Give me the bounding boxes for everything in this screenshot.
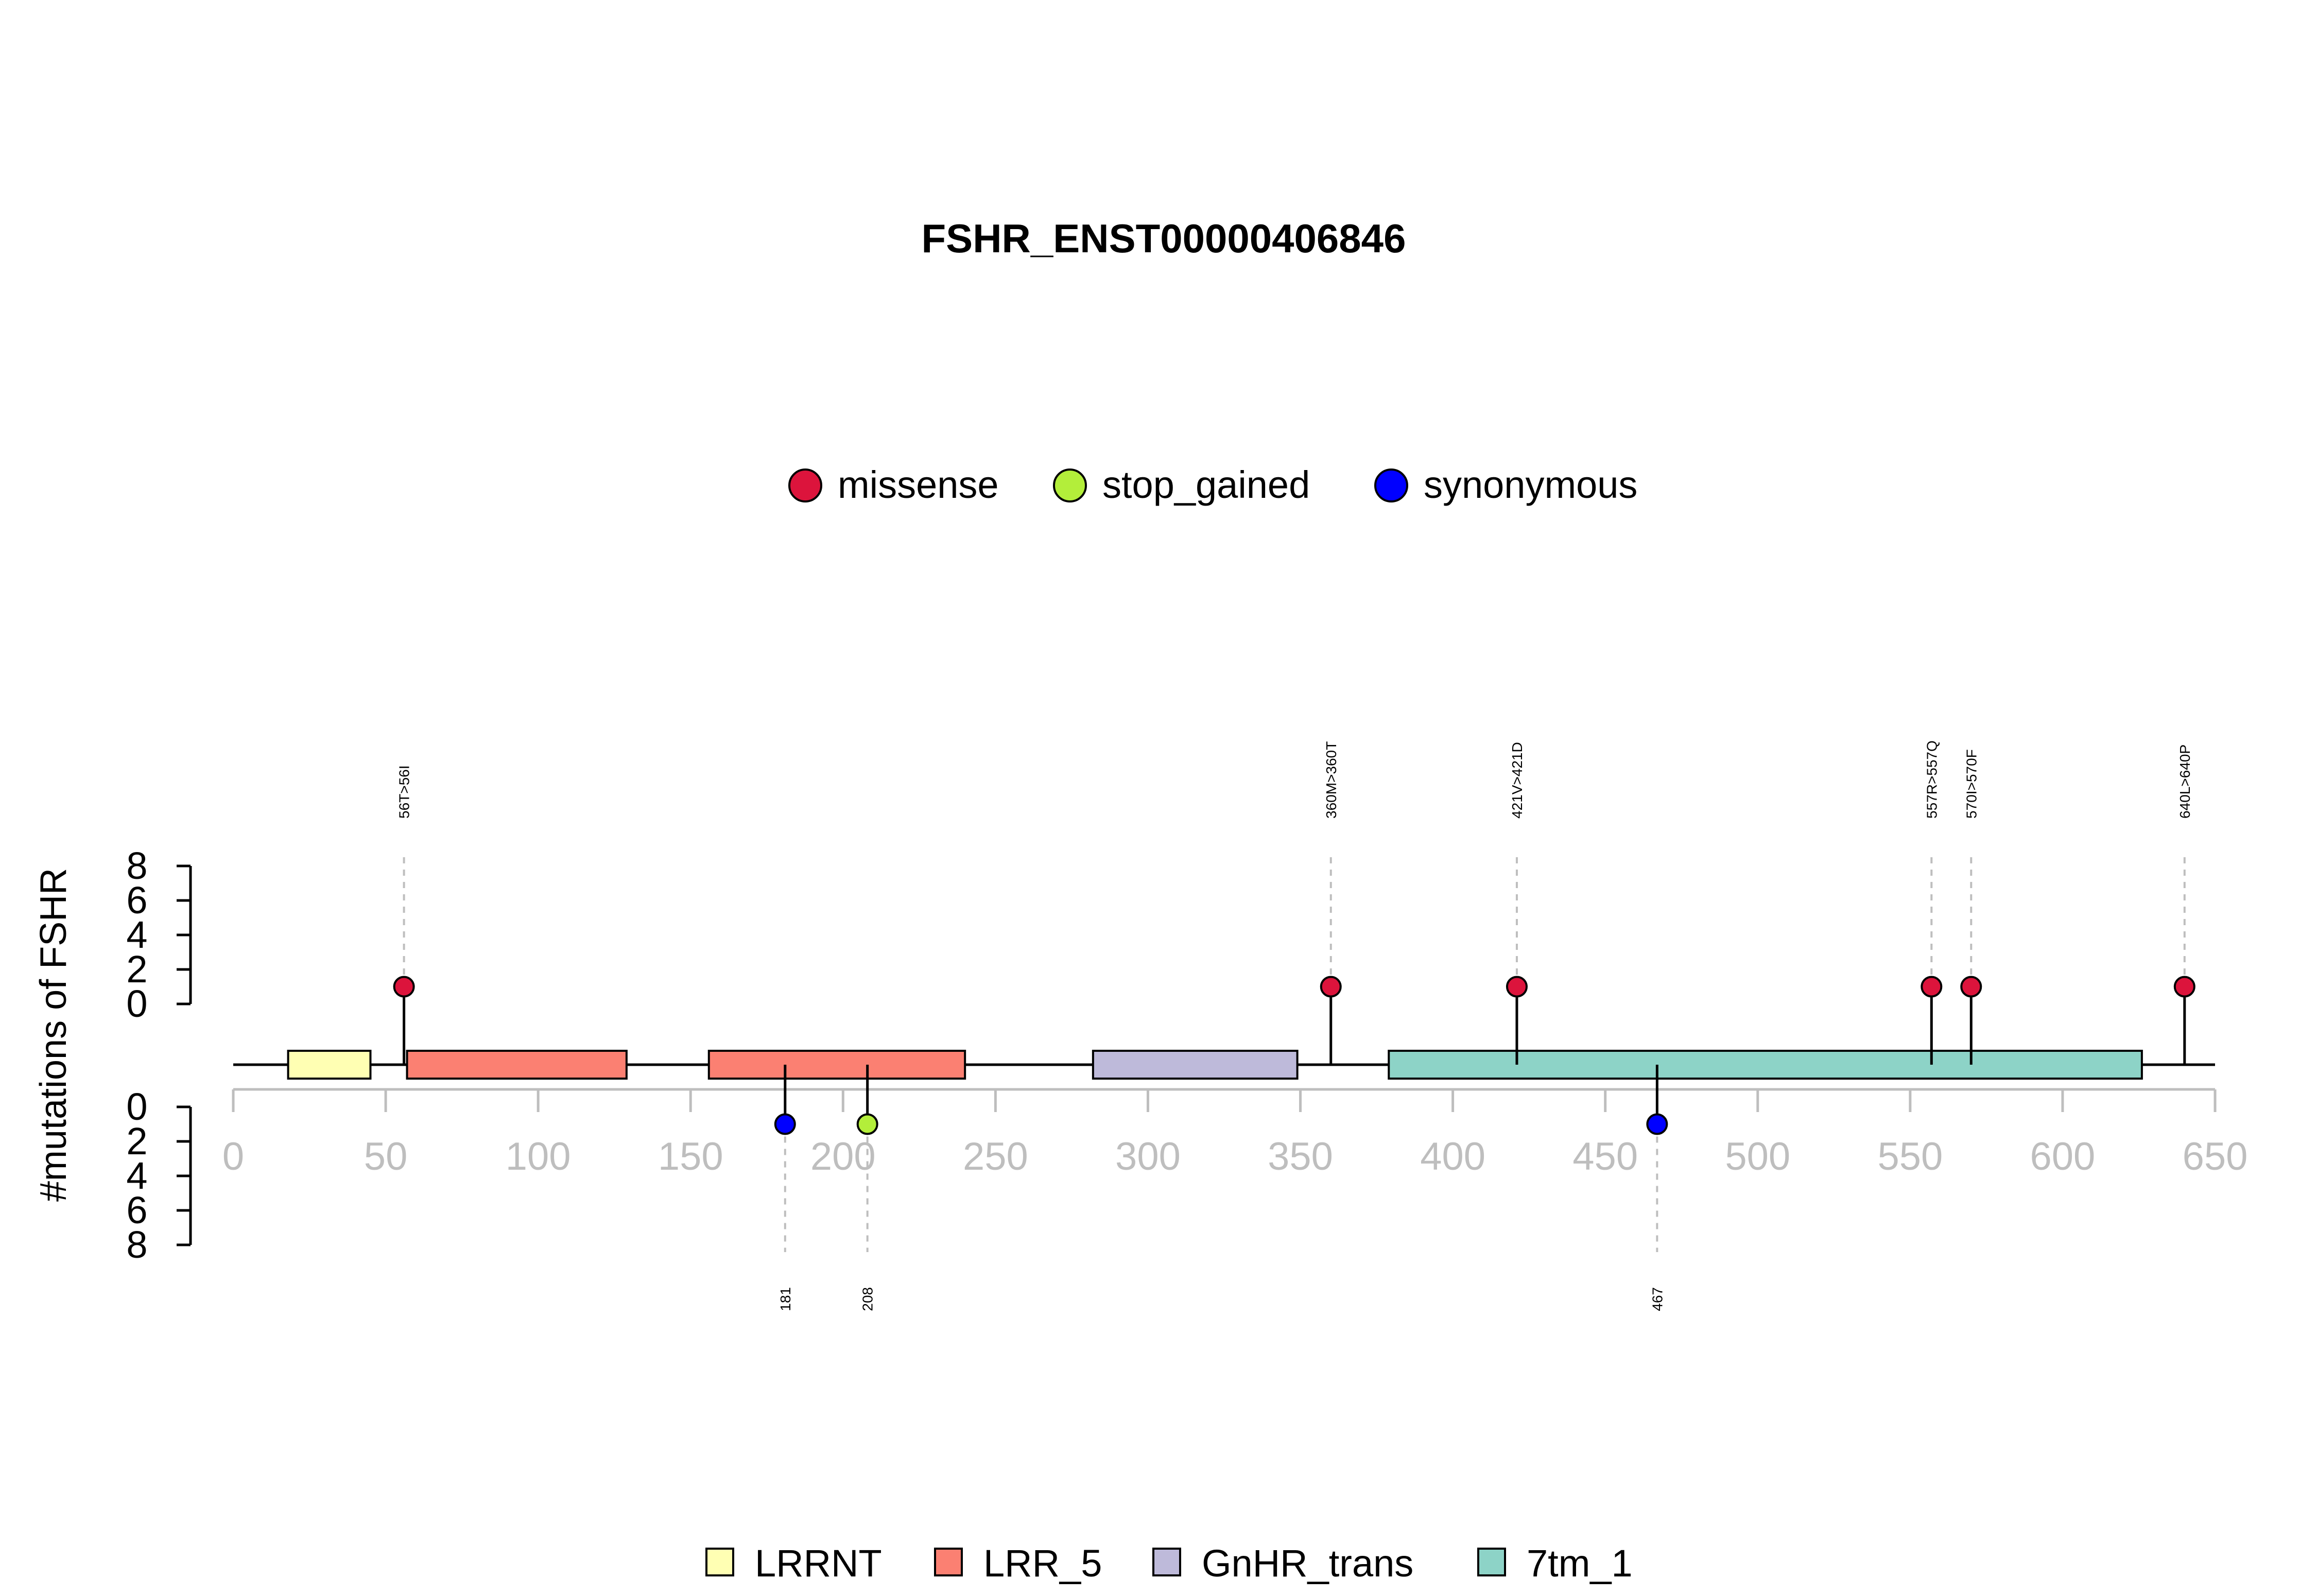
- mutation-point-missense: [1960, 976, 1982, 998]
- y-bottom-tick-label: 8: [126, 1223, 147, 1266]
- legend-label-7tm_1: 7tm_1: [1527, 1542, 1633, 1585]
- y-bottom-tick-label: 6: [126, 1189, 147, 1231]
- x-tick-label: 650: [2183, 1135, 2248, 1178]
- x-tick-label: 500: [1725, 1135, 1790, 1178]
- legend-label-synonymous: synonymous: [1424, 463, 1637, 506]
- legend-marker-missense: [788, 469, 822, 502]
- legend-label-LRRNT: LRRNT: [755, 1542, 882, 1585]
- y-top-tick-label: 8: [126, 844, 147, 887]
- mutation-point-synonymous: [1646, 1113, 1668, 1135]
- x-tick-label: 0: [222, 1135, 244, 1178]
- mutation-legend: missense stop_gained synonymous: [788, 463, 1637, 506]
- x-tick-label: 400: [1420, 1135, 1485, 1178]
- y-top-tick-label: 2: [126, 948, 147, 991]
- legend-swatch-LRR_5: [934, 1548, 963, 1576]
- domain-LRRNT: [287, 1050, 372, 1080]
- mutation-label: 181: [777, 1287, 793, 1311]
- x-tick-label: 300: [1115, 1135, 1181, 1178]
- y-bottom-tick-label: 4: [126, 1154, 147, 1197]
- x-tick-label: 550: [1877, 1135, 1943, 1178]
- legend-swatch-LRRNT: [705, 1548, 734, 1576]
- mutation-layer: 56T>56I 360M>360T 421V>421D 557R>557Q 570I>5…: [393, 740, 2195, 1311]
- mutation-label: 56T>56I: [396, 765, 412, 819]
- domain-GnHR_trans: [1092, 1050, 1299, 1080]
- x-tick-label: 600: [2030, 1135, 2096, 1178]
- mutation-label: 570I>570F: [1963, 749, 1979, 819]
- mutation-point-stop_gained: [856, 1113, 878, 1135]
- legend-swatch-7tm_1: [1477, 1548, 1506, 1576]
- mutation-point-missense: [1921, 976, 1943, 998]
- domain-legend: LRRNT LRR_5 GnHR_trans 7tm_1: [705, 1542, 1633, 1585]
- legend-marker-synonymous: [1374, 469, 1408, 502]
- x-axis: 0 50 100 150 200 250 300 350 400 450 500 550 600 650: [222, 1088, 2248, 1178]
- domain-LRR_5: [707, 1050, 966, 1080]
- legend-label-stop_gained: stop_gained: [1102, 463, 1310, 506]
- x-tick-label: 100: [506, 1135, 571, 1178]
- domain-7tm_1: [1388, 1050, 2143, 1080]
- mutation-point-synonymous: [774, 1113, 796, 1135]
- x-tick-label: 200: [810, 1135, 876, 1178]
- mutation-point-missense: [393, 976, 415, 998]
- y-top-tick-label: 0: [126, 982, 147, 1025]
- mutation-label: 360M>360T: [1323, 741, 1339, 819]
- y-top-tick-label: 4: [126, 913, 147, 956]
- mutation-label: 467: [1649, 1287, 1665, 1311]
- legend-label-GnHR_trans: GnHR_trans: [1202, 1542, 1413, 1585]
- domain-layer: [287, 1050, 2143, 1080]
- x-tick-label: 250: [963, 1135, 1028, 1178]
- chart-title: FSHR_ENST00000406846: [922, 216, 1406, 261]
- legend-marker-stop_gained: [1053, 469, 1087, 502]
- y-bottom-tick-label: 0: [126, 1085, 147, 1128]
- legend-swatch-GnHR_trans: [1152, 1548, 1181, 1576]
- mutation-point-missense: [2173, 976, 2195, 998]
- legend-label-missense: missense: [838, 463, 999, 506]
- x-tick-label: 350: [1268, 1135, 1333, 1178]
- x-tick-label: 150: [658, 1135, 723, 1178]
- mutation-point-missense: [1320, 976, 1342, 998]
- mutation-point-missense: [1506, 976, 1528, 998]
- mutation-label: 640L>640P: [2177, 744, 2193, 819]
- domain-LRR_5: [406, 1050, 628, 1080]
- y-axis-label: #mutations of FSHR: [33, 868, 74, 1202]
- y-bottom-tick-label: 2: [126, 1120, 147, 1163]
- x-tick-label: 450: [1572, 1135, 1638, 1178]
- mutation-label: 208: [860, 1287, 876, 1311]
- x-tick-label: 50: [364, 1135, 408, 1178]
- mutation-label: 421V>421D: [1509, 742, 1525, 819]
- mutation-label: 557R>557Q: [1924, 740, 1940, 819]
- legend-label-LRR_5: LRR_5: [983, 1542, 1102, 1585]
- y-top-tick-label: 6: [126, 879, 147, 922]
